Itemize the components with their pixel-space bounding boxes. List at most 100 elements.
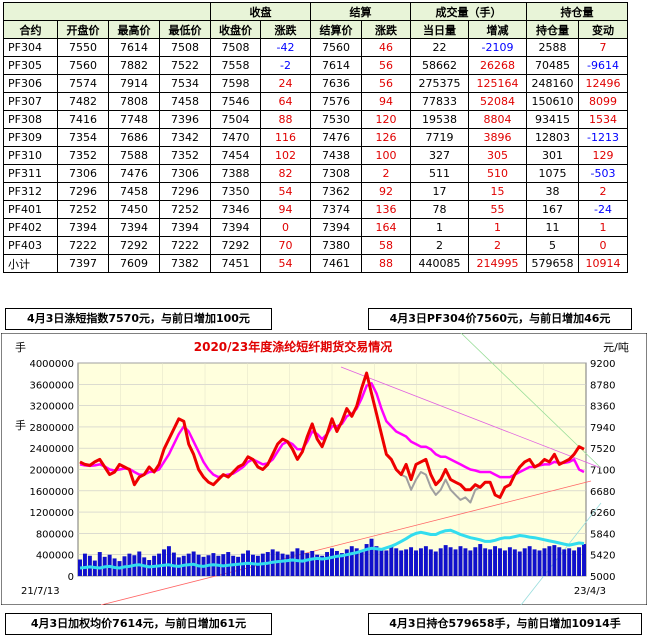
volume-bar bbox=[428, 549, 433, 576]
volume-bar bbox=[295, 548, 300, 576]
table-cell: 88 bbox=[361, 254, 411, 273]
col-header: 当日量 bbox=[410, 20, 469, 39]
table-cell: 8099 bbox=[578, 92, 628, 111]
volume-bar bbox=[354, 548, 359, 576]
table-cell: 88 bbox=[260, 110, 311, 129]
table-cell: 7382 bbox=[159, 254, 211, 273]
table-cell: 102 bbox=[260, 146, 311, 165]
volume-bar bbox=[399, 550, 404, 576]
note-weighted-avg: 4月3日加权均价7614元，与前日增加61元 bbox=[5, 613, 272, 635]
futures-table: 收盘 结算 成交量（手） 持仓量 合约 开盘价 最高价 最低价 收盘价 涨跌 结… bbox=[3, 2, 628, 273]
table-cell: 7342 bbox=[159, 128, 211, 147]
table-cell: 7306 bbox=[57, 164, 109, 183]
col-header: 最低价 bbox=[159, 20, 211, 39]
table-cell: 7394 bbox=[310, 218, 362, 237]
table-row: PF402 7394 7394 7394 7394 0 7394 164 1 1 11 1 bbox=[3, 218, 628, 237]
col-header: 涨跌 bbox=[260, 20, 311, 39]
table-cell: 7588 bbox=[108, 146, 160, 165]
table-row: PF310 7352 7588 7352 7454 102 7438 100 327 305 301… bbox=[3, 146, 628, 165]
table-cell: 7380 bbox=[310, 236, 362, 255]
table-cell: 301 bbox=[526, 146, 579, 165]
table-cell: PF402 bbox=[3, 218, 58, 237]
right-tick-label: 6260 bbox=[590, 508, 615, 519]
table-cell: 7614 bbox=[310, 56, 362, 75]
table-row: PF312 7296 7458 7296 7350 54 7362 92 17 15 38 2 bbox=[3, 182, 628, 201]
left-tick-label: 2400000 bbox=[29, 444, 74, 455]
col-header: 变动 bbox=[578, 20, 628, 39]
table-cell: 7374 bbox=[310, 200, 362, 219]
right-tick-label: 5420 bbox=[590, 551, 615, 562]
table-cell: 7476 bbox=[310, 128, 362, 147]
volume-bar bbox=[562, 549, 567, 576]
table-cell: 22 bbox=[410, 38, 469, 57]
volume-bar bbox=[389, 546, 394, 576]
volume-bar bbox=[369, 538, 374, 576]
table-cell: 2588 bbox=[526, 38, 579, 57]
table-cell: 58662 bbox=[410, 56, 469, 75]
left-tick-label: 2000000 bbox=[29, 466, 74, 477]
volume-bar bbox=[488, 549, 493, 576]
table-cell: 2 bbox=[468, 236, 527, 255]
table-cell: PF309 bbox=[3, 128, 58, 147]
header-oi: 持仓量 bbox=[526, 2, 628, 21]
right-tick-label: 5840 bbox=[590, 529, 615, 540]
table-cell: 82 bbox=[260, 164, 311, 183]
col-header: 最高价 bbox=[108, 20, 160, 39]
table-cell: 1 bbox=[578, 218, 628, 237]
table-cell: 7504 bbox=[210, 110, 261, 129]
table-cell: -9614 bbox=[578, 56, 628, 75]
table-cell: 7346 bbox=[210, 200, 261, 219]
table-cell: 92 bbox=[361, 182, 411, 201]
table-cell: 1075 bbox=[526, 164, 579, 183]
table-cell: 7558 bbox=[210, 56, 261, 75]
volume-bar bbox=[537, 550, 542, 576]
table-row: PF311 7306 7476 7306 7388 82 7308 2 511 510 1075 -5… bbox=[3, 164, 628, 183]
table-cell: 3896 bbox=[468, 128, 527, 147]
table-cell: PF312 bbox=[3, 182, 58, 201]
left-tick-label: 3200000 bbox=[29, 402, 74, 413]
volume-bar bbox=[572, 550, 577, 576]
volume-bar bbox=[527, 546, 532, 576]
table-cell: 1534 bbox=[578, 110, 628, 129]
table-cell: 70 bbox=[260, 236, 311, 255]
table-cell: 7416 bbox=[57, 110, 109, 129]
volume-bar bbox=[344, 549, 349, 576]
table-cell: 7609 bbox=[108, 254, 160, 273]
volume-bar bbox=[478, 544, 483, 576]
right-tick-label: 8360 bbox=[590, 402, 615, 413]
table-cell: 7252 bbox=[57, 200, 109, 219]
table-cell: 7522 bbox=[159, 56, 211, 75]
volume-bar bbox=[438, 548, 443, 576]
table-cell: 7574 bbox=[57, 74, 109, 93]
volume-bar bbox=[582, 544, 586, 576]
table-cell: 214995 bbox=[468, 254, 527, 273]
table-cell: 7450 bbox=[108, 200, 160, 219]
table-row: PF401 7252 7450 7252 7346 94 7374 136 78 55 167 -24 bbox=[3, 200, 628, 219]
table-cell: 7352 bbox=[57, 146, 109, 165]
table-cell: -1213 bbox=[578, 128, 628, 147]
table-cell: 7292 bbox=[108, 236, 160, 255]
volume-bar bbox=[315, 554, 320, 576]
table-cell: 7530 bbox=[310, 110, 362, 129]
volume-bar bbox=[280, 553, 285, 576]
table-cell: 7222 bbox=[57, 236, 109, 255]
table-cell: 12496 bbox=[578, 74, 628, 93]
table-cell: PF311 bbox=[3, 164, 58, 183]
table-cell: 7362 bbox=[310, 182, 362, 201]
table-cell: 7914 bbox=[108, 74, 160, 93]
table-body: PF304 7550 7614 7508 7508 -42 7560 46 22 -2109 258… bbox=[3, 38, 628, 273]
table-cell: 126 bbox=[361, 128, 411, 147]
left-tick-label: 1600000 bbox=[29, 487, 74, 498]
table-cell: 7451 bbox=[210, 254, 261, 273]
table-cell: PF307 bbox=[3, 92, 58, 111]
volume-bar bbox=[453, 549, 458, 576]
table-cell: 248160 bbox=[526, 74, 579, 93]
volume-bar bbox=[448, 547, 453, 576]
table-cell: 11 bbox=[526, 218, 579, 237]
table-cell: 7354 bbox=[57, 128, 109, 147]
open-interest-line bbox=[79, 528, 585, 570]
volume-bar bbox=[577, 547, 582, 576]
col-header: 结算价 bbox=[310, 20, 362, 39]
table-cell: 0 bbox=[578, 236, 628, 255]
table-cell: 7636 bbox=[310, 74, 362, 93]
